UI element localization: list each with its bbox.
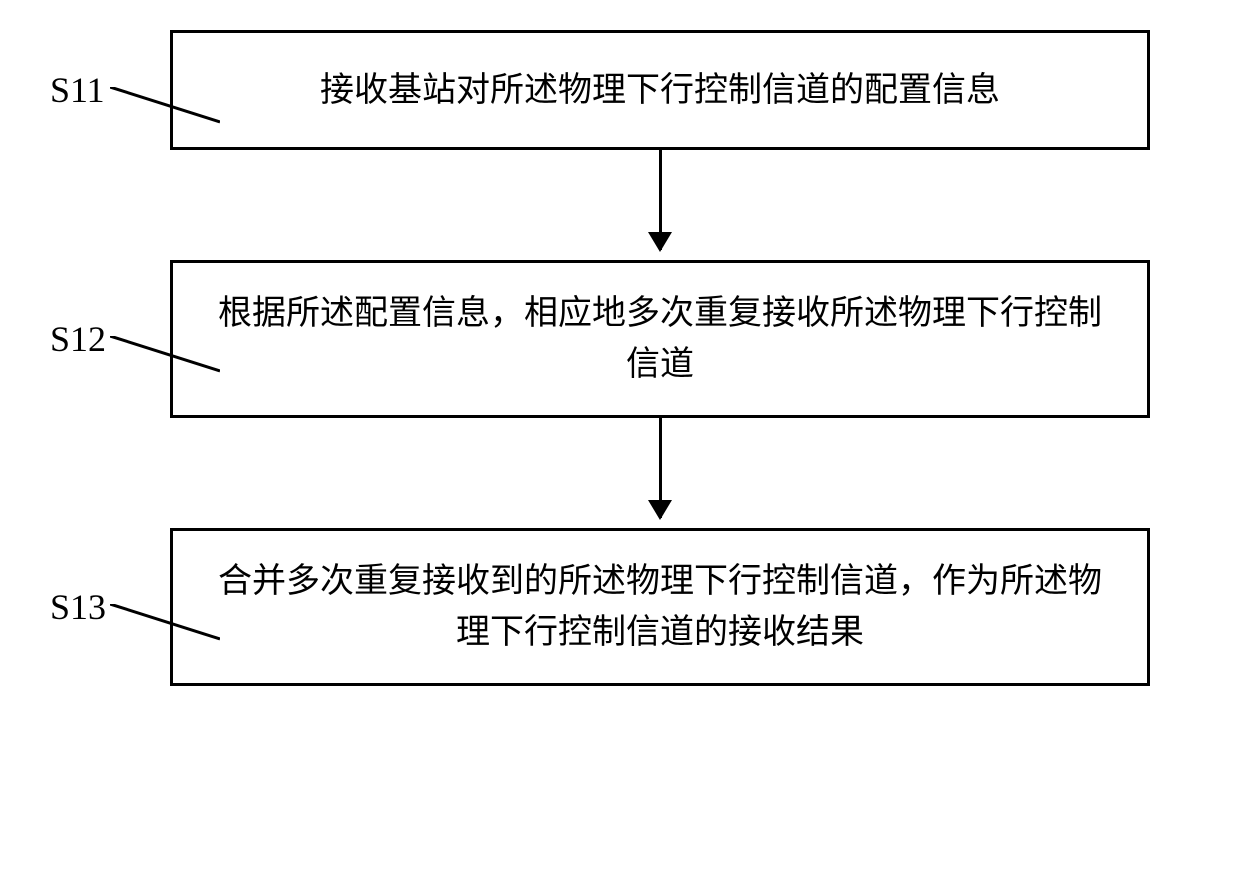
arrow-head-1	[648, 232, 672, 252]
step-row-s11: S11 接收基站对所述物理下行控制信道的配置信息	[50, 30, 1190, 150]
label-connector-s11	[110, 87, 220, 127]
flowchart-container: S11 接收基站对所述物理下行控制信道的配置信息 S12 根据所述配置信息，相应…	[50, 30, 1190, 686]
arrow-line-2	[659, 418, 662, 518]
step-row-s13: S13 合并多次重复接收到的所述物理下行控制信道，作为所述物理下行控制信道的接收…	[50, 528, 1190, 686]
arrow-s11-s12	[170, 150, 1150, 260]
step-text-s11: 接收基站对所述物理下行控制信道的配置信息	[320, 65, 1000, 116]
label-text-s12: S12	[50, 319, 106, 359]
step-box-s13: 合并多次重复接收到的所述物理下行控制信道，作为所述物理下行控制信道的接收结果	[170, 528, 1150, 686]
arrow-s12-s13	[170, 418, 1150, 528]
arrow-line-1	[659, 150, 662, 250]
label-connector-s12	[110, 336, 220, 376]
step-box-s11: 接收基站对所述物理下行控制信道的配置信息	[170, 30, 1150, 150]
step-row-s12: S12 根据所述配置信息，相应地多次重复接收所述物理下行控制信道	[50, 260, 1190, 418]
step-text-s12: 根据所述配置信息，相应地多次重复接收所述物理下行控制信道	[203, 288, 1117, 390]
label-text-s11: S11	[50, 70, 105, 110]
step-label-s12: S12	[50, 318, 170, 360]
step-box-s12: 根据所述配置信息，相应地多次重复接收所述物理下行控制信道	[170, 260, 1150, 418]
step-label-s13: S13	[50, 586, 170, 628]
label-text-s13: S13	[50, 587, 106, 627]
label-connector-s13	[110, 604, 220, 644]
step-text-s13: 合并多次重复接收到的所述物理下行控制信道，作为所述物理下行控制信道的接收结果	[203, 556, 1117, 658]
arrow-head-2	[648, 500, 672, 520]
step-label-s11: S11	[50, 69, 170, 111]
